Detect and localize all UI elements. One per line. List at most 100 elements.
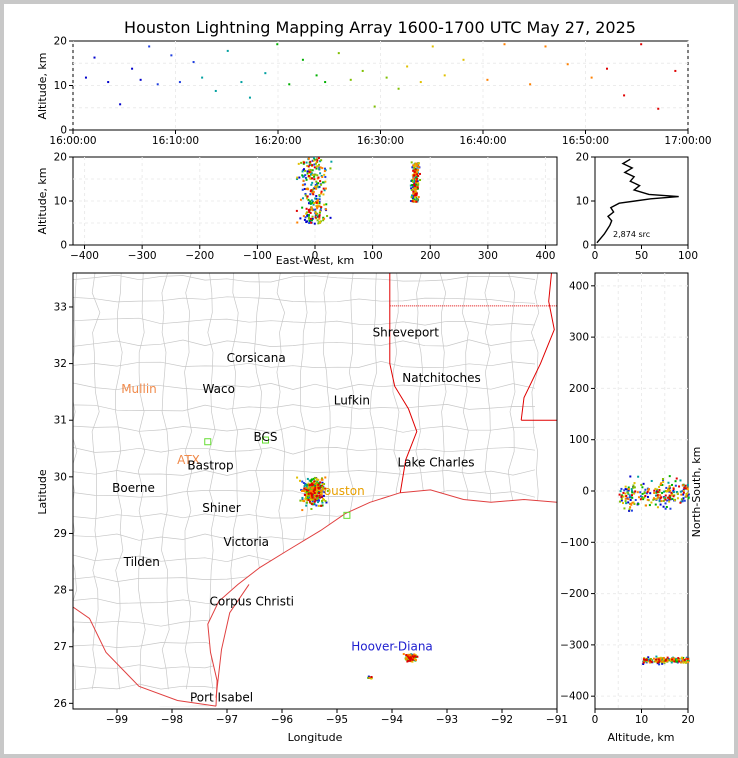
north-south-source [633, 502, 636, 505]
city-label: Mullin [121, 382, 157, 396]
north-south-source [658, 490, 661, 493]
north-south-source [655, 655, 658, 658]
east-west-source [313, 166, 316, 169]
east-west-source [416, 180, 419, 183]
east-west-source [415, 180, 418, 183]
time-height-source [226, 49, 229, 52]
north-south-source [676, 497, 679, 500]
east-west-source [414, 183, 417, 186]
north-south-source [647, 489, 650, 492]
east-west-source [414, 169, 417, 172]
plan-view-source [325, 501, 328, 504]
plan-view-source [316, 483, 319, 486]
north-south-source [650, 660, 653, 663]
north-south-source [663, 497, 666, 500]
north-south-source [659, 658, 662, 661]
north-south-source [643, 496, 646, 499]
east-west-source [416, 200, 419, 203]
east-west-xtick: 300 [478, 250, 498, 262]
east-west-source [316, 184, 319, 187]
east-west-source [416, 164, 419, 167]
north-south-source [682, 656, 685, 659]
north-south-source [658, 500, 661, 503]
north-south-source [654, 487, 657, 490]
north-south-source [627, 488, 630, 491]
east-west-source [324, 208, 327, 211]
time-height-source [93, 56, 96, 59]
north-south-source [675, 660, 678, 663]
north-south-source [650, 479, 653, 482]
east-west-source [417, 183, 420, 186]
plan-view-source [319, 495, 322, 498]
north-south-source [645, 660, 648, 663]
east-west-source [308, 170, 311, 173]
time-height-source [156, 83, 159, 86]
plan-view-ytick: 26 [54, 698, 68, 710]
plan-view-source [310, 507, 313, 510]
east-west-source [414, 181, 417, 184]
city-label: Boerne [112, 481, 155, 495]
north-south-source [673, 657, 676, 660]
plan-view-source [319, 493, 322, 496]
plan-view-source [370, 677, 373, 680]
east-west-source [318, 215, 321, 218]
east-west-source [304, 192, 307, 195]
plan-view-source [320, 478, 323, 481]
plan-view-source [326, 489, 329, 492]
plan-view-source [305, 501, 308, 504]
plan-view-source [408, 654, 411, 657]
east-west-source [318, 195, 321, 198]
east-west-source [303, 168, 306, 171]
north-south-source [625, 502, 628, 505]
east-west-source [307, 188, 310, 191]
east-west-source [306, 214, 309, 217]
north-south-source [660, 500, 663, 503]
east-west-source [416, 186, 419, 189]
east-west-height-panel: −400 −300 −200 −100 0 100 200 300 400 0 10 20 East-… [36, 152, 558, 267]
lma-station-marker [262, 436, 269, 444]
north-south-source [671, 498, 674, 501]
time-height-xtick: 16:30:00 [357, 135, 404, 147]
north-south-source [624, 497, 627, 500]
north-south-source [665, 505, 668, 508]
plan-view-source [317, 485, 320, 488]
plan-view-source [313, 476, 316, 479]
east-west-source [310, 206, 313, 209]
east-west-source [317, 163, 320, 166]
east-west-source [311, 219, 314, 222]
plan-view-source [304, 486, 307, 489]
north-south-source [624, 485, 627, 488]
plan-view-source [315, 490, 318, 493]
north-south-source [624, 488, 627, 491]
north-south-source [646, 491, 649, 494]
north-south-source [680, 493, 683, 496]
plan-view-ytick: 29 [54, 528, 67, 540]
plan-view-source [317, 486, 320, 489]
city-label: Port Isabel [190, 691, 253, 705]
north-south-source [643, 492, 646, 495]
plan-view-source [304, 483, 307, 486]
east-west-source [417, 174, 420, 177]
plan-view-source [301, 509, 304, 512]
plan-view-source [317, 482, 320, 485]
north-south-ytick: −100 [560, 537, 589, 549]
plan-view-source [305, 493, 308, 496]
east-west-source [301, 188, 304, 191]
north-south-ytick: 100 [569, 434, 589, 446]
east-west-source [315, 167, 318, 170]
north-south-source [671, 658, 674, 661]
north-south-source [662, 505, 665, 508]
east-west-source [311, 191, 314, 194]
north-south-source [666, 656, 669, 659]
east-west-source [301, 184, 304, 187]
east-west-source [304, 169, 307, 172]
east-west-source [312, 203, 315, 206]
histogram-xtick: 100 [678, 250, 698, 262]
north-south-source [687, 493, 690, 496]
north-south-source [660, 482, 663, 485]
east-west-source [314, 162, 317, 165]
plan-view-source [307, 492, 310, 495]
east-west-source [311, 164, 314, 167]
east-west-source [314, 173, 317, 176]
plan-view-source [315, 486, 318, 489]
